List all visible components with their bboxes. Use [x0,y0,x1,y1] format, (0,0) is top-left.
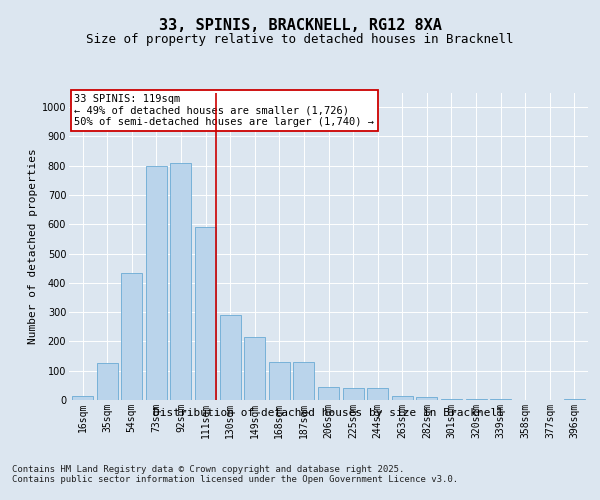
Bar [72,396,93,400]
Bar [293,362,314,400]
Bar [121,272,142,400]
Bar [367,388,388,400]
Bar [466,398,487,400]
Bar [244,337,265,400]
Bar [441,398,462,400]
Y-axis label: Number of detached properties: Number of detached properties [28,148,38,344]
Bar [318,387,339,400]
Text: 33, SPINIS, BRACKNELL, RG12 8XA: 33, SPINIS, BRACKNELL, RG12 8XA [158,18,442,32]
Bar [97,364,118,400]
Bar [343,388,364,400]
Bar [416,397,437,400]
Text: 33 SPINIS: 119sqm
← 49% of detached houses are smaller (1,726)
50% of semi-detac: 33 SPINIS: 119sqm ← 49% of detached hous… [74,94,374,127]
Bar [170,163,191,400]
Text: Size of property relative to detached houses in Bracknell: Size of property relative to detached ho… [86,32,514,46]
Text: Distribution of detached houses by size in Bracknell: Distribution of detached houses by size … [154,408,504,418]
Bar [220,315,241,400]
Bar [146,166,167,400]
Bar [195,227,216,400]
Text: Contains HM Land Registry data © Crown copyright and database right 2025.
Contai: Contains HM Land Registry data © Crown c… [12,465,458,484]
Bar [269,362,290,400]
Bar [392,396,413,400]
